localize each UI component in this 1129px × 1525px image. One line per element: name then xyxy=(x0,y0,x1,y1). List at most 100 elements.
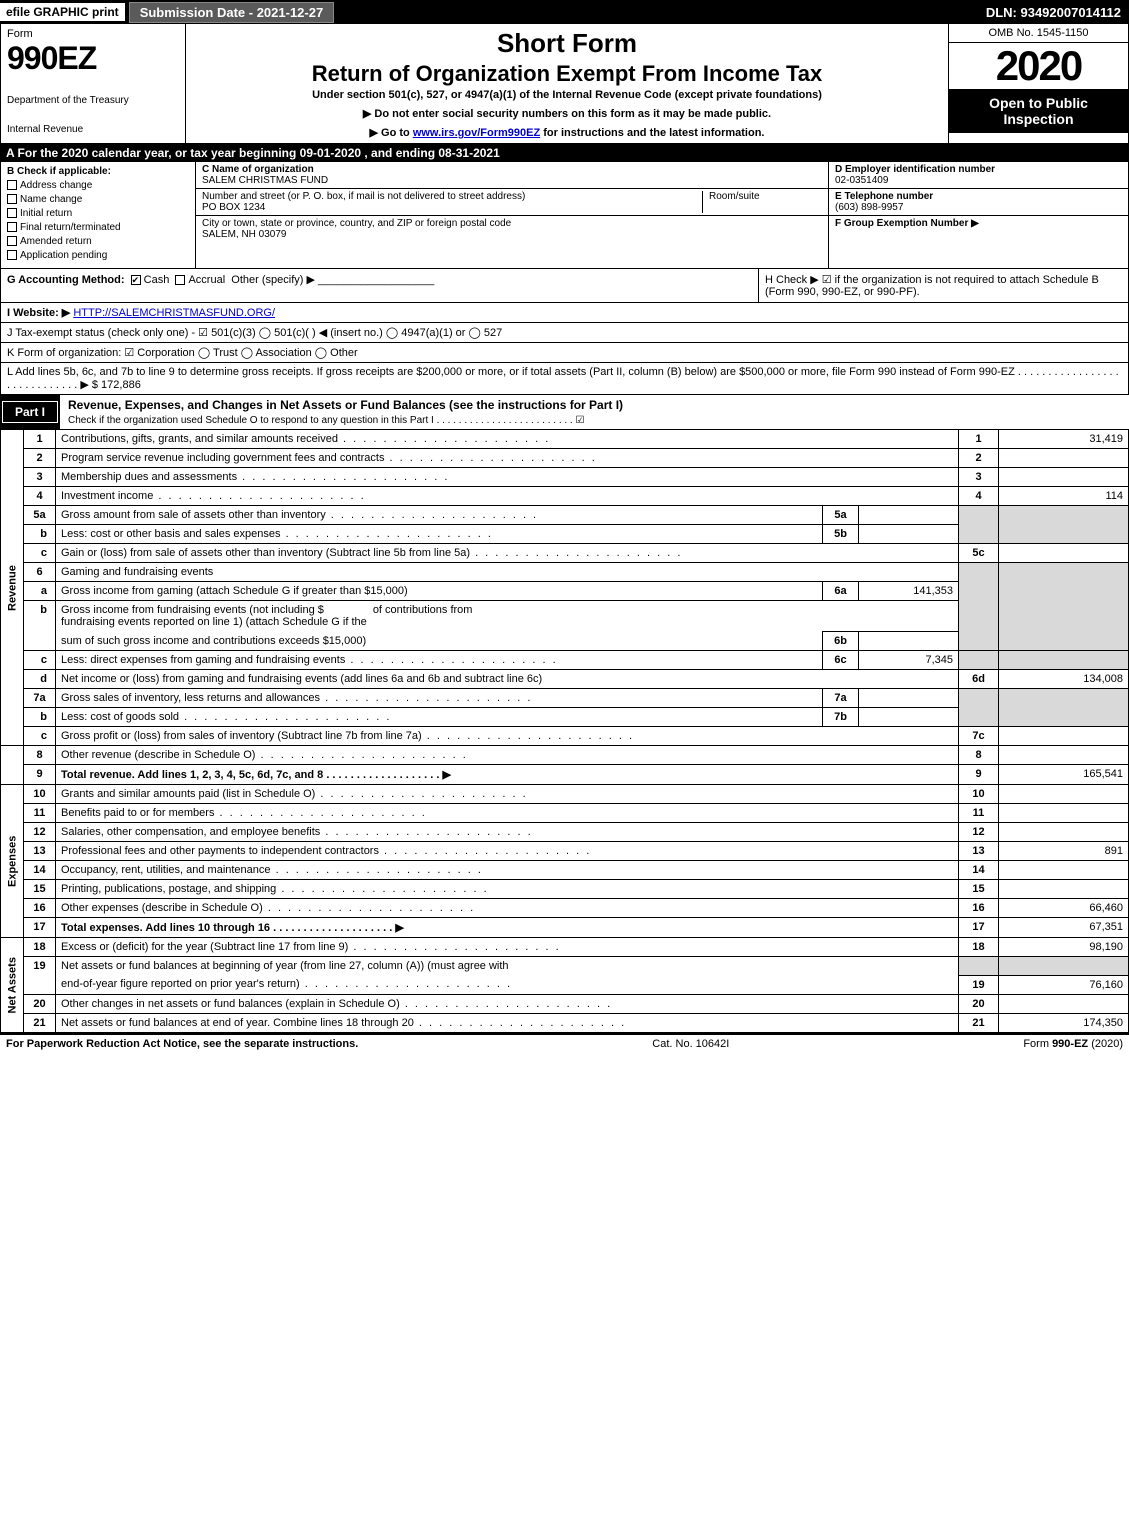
l6b-box: 6b xyxy=(823,632,859,651)
l19-num: 19 xyxy=(24,957,56,995)
org-city: SALEM, NH 03079 xyxy=(202,229,287,240)
cb-accrual[interactable] xyxy=(175,275,185,285)
l4-val: 114 xyxy=(999,487,1129,506)
l2-rnum: 2 xyxy=(959,449,999,468)
cb-label: Address change xyxy=(20,180,92,191)
l11-rnum: 11 xyxy=(959,804,999,823)
submission-date-button[interactable]: Submission Date - 2021-12-27 xyxy=(129,2,335,23)
l6d-desc: Net income or (loss) from gaming and fun… xyxy=(56,670,959,689)
l12-desc: Salaries, other compensation, and employ… xyxy=(61,826,533,838)
l7b-bval xyxy=(859,708,959,727)
l6d-num: d xyxy=(24,670,56,689)
l10-val xyxy=(999,785,1129,804)
dept-irs: Internal Revenue xyxy=(7,124,179,135)
dept-treasury: Department of the Treasury xyxy=(7,95,179,106)
l5c-val xyxy=(999,544,1129,563)
l5c-num: c xyxy=(24,544,56,563)
box-def: D Employer identification number 02-0351… xyxy=(828,162,1128,268)
side-rev-cont xyxy=(1,746,24,785)
phone: (603) 898-9957 xyxy=(835,202,903,213)
cb-initial-return[interactable]: Initial return xyxy=(7,208,189,219)
cb-label: Final return/terminated xyxy=(20,222,121,233)
org-name: SALEM CHRISTMAS FUND xyxy=(202,175,328,186)
side-revenue: Revenue xyxy=(1,430,24,746)
l11-val xyxy=(999,804,1129,823)
l19-desc1: Net assets or fund balances at beginning… xyxy=(56,957,959,976)
l5b-desc: Less: cost or other basis and sales expe… xyxy=(61,528,493,540)
l12-rnum: 12 xyxy=(959,823,999,842)
cb-amended-return[interactable]: Amended return xyxy=(7,236,189,247)
shade-6cv xyxy=(999,651,1129,670)
l17-val: 67,351 xyxy=(999,918,1129,938)
l15-rnum: 15 xyxy=(959,880,999,899)
l16-num: 16 xyxy=(24,899,56,918)
part1-title: Revenue, Expenses, and Changes in Net As… xyxy=(60,395,1129,429)
l7c-rnum: 7c xyxy=(959,727,999,746)
l12-num: 12 xyxy=(24,823,56,842)
l17-rnum: 17 xyxy=(959,918,999,938)
l6-desc: Gaming and fundraising events xyxy=(56,563,959,582)
l5a-bval xyxy=(859,506,959,525)
l8-desc: Other revenue (describe in Schedule O) xyxy=(61,749,468,761)
l6c-bval: 7,345 xyxy=(859,651,959,670)
l19-desc2: end-of-year figure reported on prior yea… xyxy=(61,978,512,990)
l-amount: 172,886 xyxy=(101,379,141,391)
dln-label: DLN: 93492007014112 xyxy=(986,5,1129,20)
other-label: Other (specify) ▶ xyxy=(231,274,315,286)
l7a-bval xyxy=(859,689,959,708)
line-a: A For the 2020 calendar year, or tax yea… xyxy=(0,144,1129,162)
l14-desc: Occupancy, rent, utilities, and maintena… xyxy=(61,864,483,876)
l3-rnum: 3 xyxy=(959,468,999,487)
l6c-desc: Less: direct expenses from gaming and fu… xyxy=(61,654,558,666)
section-bc: B Check if applicable: Address change Na… xyxy=(0,162,1129,269)
part1-tab: Part I xyxy=(2,401,58,423)
d-label: D Employer identification number xyxy=(835,164,995,175)
l15-desc: Printing, publications, postage, and shi… xyxy=(61,883,489,895)
l4-rnum: 4 xyxy=(959,487,999,506)
l9-num: 9 xyxy=(24,765,56,785)
ssn-warning: ▶ Do not enter social security numbers o… xyxy=(196,107,938,120)
cb-application-pending[interactable]: Application pending xyxy=(7,250,189,261)
l8-val xyxy=(999,746,1129,765)
l21-val: 174,350 xyxy=(999,1013,1129,1032)
l20-val xyxy=(999,994,1129,1013)
l1-num: 1 xyxy=(24,430,56,449)
l7a-desc: Gross sales of inventory, less returns a… xyxy=(61,692,532,704)
shade-19 xyxy=(959,957,999,976)
irs-link[interactable]: www.irs.gov/Form990EZ xyxy=(413,127,540,139)
l7c-desc: Gross profit or (loss) from sales of inv… xyxy=(61,730,634,742)
cb-final-return[interactable]: Final return/terminated xyxy=(7,222,189,233)
l1-desc: Contributions, gifts, grants, and simila… xyxy=(61,433,550,445)
website-link[interactable]: HTTP://SALEMCHRISTMASFUND.ORG/ xyxy=(73,307,275,319)
cb-name-change[interactable]: Name change xyxy=(7,194,189,205)
l1-rnum: 1 xyxy=(959,430,999,449)
l21-rnum: 21 xyxy=(959,1013,999,1032)
l14-val xyxy=(999,861,1129,880)
l2-desc: Program service revenue including govern… xyxy=(61,452,597,464)
cb-cash[interactable] xyxy=(131,275,141,285)
l9-rnum: 9 xyxy=(959,765,999,785)
l4-num: 4 xyxy=(24,487,56,506)
l9-desc: Total revenue. Add lines 1, 2, 3, 4, 5c,… xyxy=(61,769,451,781)
l7c-num: c xyxy=(24,727,56,746)
l17-desc: Total expenses. Add lines 10 through 16 … xyxy=(61,922,404,934)
footer-form: Form 990-EZ (2020) xyxy=(1023,1038,1123,1050)
l-text: L Add lines 5b, 6c, and 7b to line 9 to … xyxy=(7,366,1119,391)
l5c-rnum: 5c xyxy=(959,544,999,563)
row-k: K Form of organization: ☑ Corporation ◯ … xyxy=(0,343,1129,363)
shade-7 xyxy=(959,689,999,727)
l5b-num: b xyxy=(24,525,56,544)
efile-print-label[interactable]: efile GRAPHIC print xyxy=(0,3,125,21)
box-c: C Name of organization SALEM CHRISTMAS F… xyxy=(196,162,828,268)
part1-table: Revenue 1 Contributions, gifts, grants, … xyxy=(0,429,1129,1033)
l5a-num: 5a xyxy=(24,506,56,525)
g-label: G Accounting Method: xyxy=(7,274,125,286)
l20-desc: Other changes in net assets or fund bala… xyxy=(61,998,612,1010)
l16-desc: Other expenses (describe in Schedule O) xyxy=(61,902,475,914)
l13-desc: Professional fees and other payments to … xyxy=(61,845,591,857)
shade-5 xyxy=(959,506,999,544)
l6a-desc: Gross income from gaming (attach Schedul… xyxy=(56,582,823,601)
l6d-rnum: 6d xyxy=(959,670,999,689)
cb-address-change[interactable]: Address change xyxy=(7,180,189,191)
l7a-num: 7a xyxy=(24,689,56,708)
